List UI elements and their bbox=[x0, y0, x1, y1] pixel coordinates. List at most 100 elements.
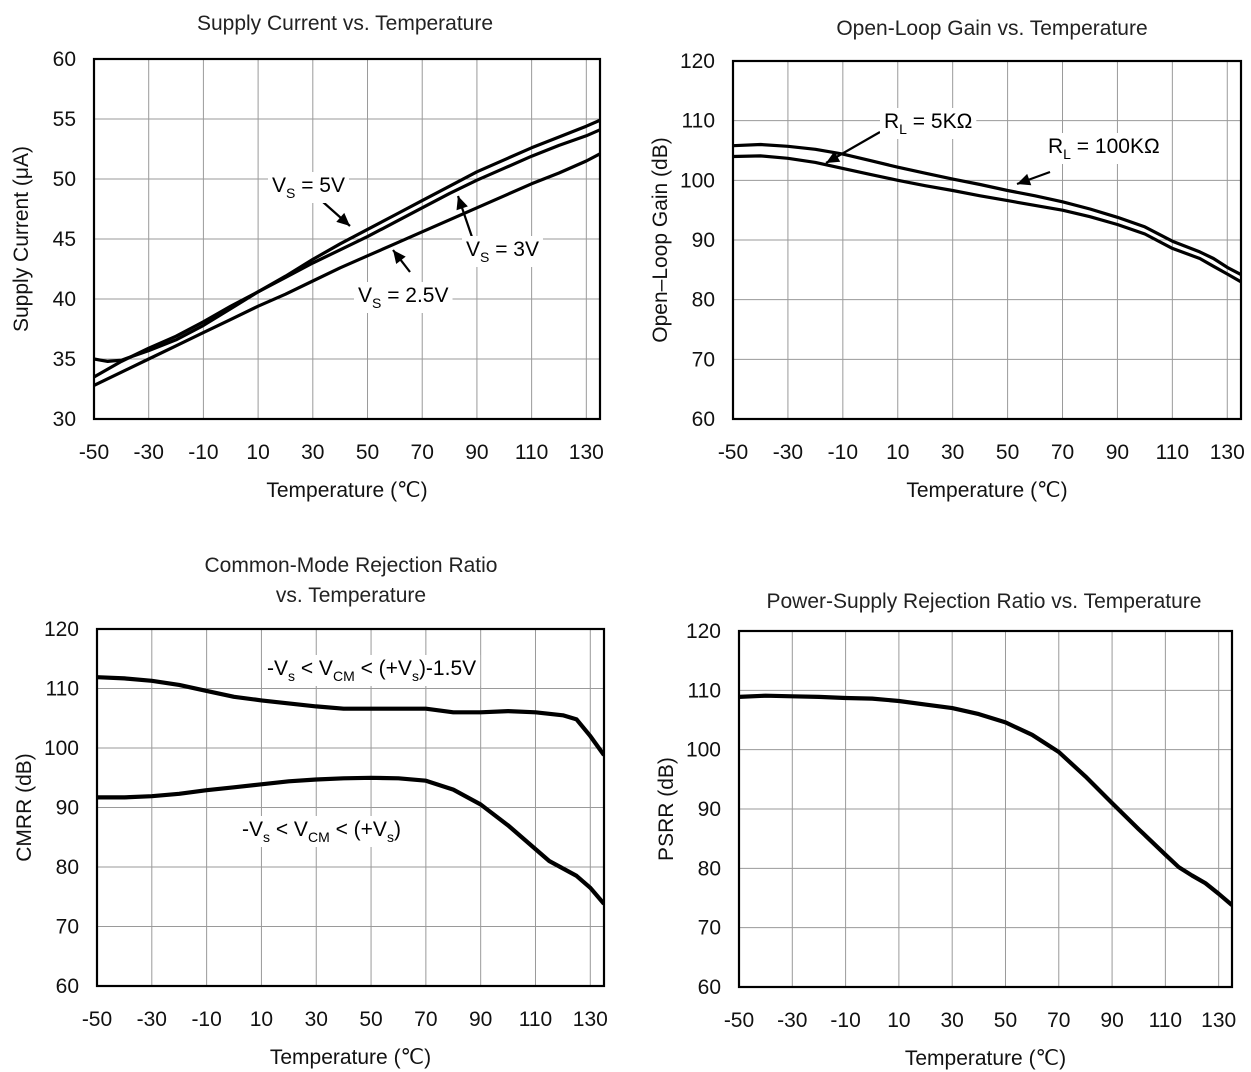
x-tick-label: 10 bbox=[250, 1008, 273, 1031]
grid-lines bbox=[732, 60, 1241, 420]
x-tick-label: 30 bbox=[305, 1008, 328, 1031]
y-tick-label: 110 bbox=[688, 679, 721, 702]
y-tick-label: 80 bbox=[692, 289, 715, 312]
annotation-text: = 5V bbox=[295, 174, 345, 197]
annotation-text: V bbox=[272, 174, 286, 197]
plot-area-frame bbox=[95, 627, 606, 988]
annotation-label: VS = 2.5V bbox=[358, 284, 449, 311]
x-tick-label: -30 bbox=[134, 441, 164, 464]
series-group bbox=[733, 142, 1241, 284]
x-tick-label: 50 bbox=[994, 1009, 1017, 1032]
annotation-text: < (+V bbox=[355, 657, 412, 680]
series-annotation: -Vs < VCM < (+Vs)-1.5V bbox=[263, 655, 481, 686]
x-tick-label: -50 bbox=[724, 1009, 754, 1032]
annotation-background bbox=[354, 282, 453, 313]
y-tick-label: 35 bbox=[53, 348, 76, 371]
series-line-1 bbox=[94, 118, 600, 363]
annotation-arrow-head bbox=[826, 151, 841, 163]
annotation-label: VS = 5V bbox=[272, 174, 345, 201]
x-tick-label: -10 bbox=[188, 441, 218, 464]
annotation-subscript: s bbox=[387, 829, 394, 845]
x-tick-label: 110 bbox=[1149, 1009, 1182, 1032]
series-group bbox=[94, 118, 600, 387]
y-tick-label: 100 bbox=[680, 169, 715, 192]
annotation-subscript: S bbox=[372, 295, 381, 311]
chart-title: Common-Mode Rejection Ratio bbox=[205, 554, 498, 577]
y-axis-label: Supply Current (μA) bbox=[10, 146, 33, 332]
y-axis-label: PSRR (dB) bbox=[655, 757, 678, 861]
plot-area-frame bbox=[731, 59, 1243, 421]
annotation-text: )-1.5V bbox=[419, 657, 476, 680]
annotation-text: = 3V bbox=[489, 238, 539, 261]
x-tick-label: 50 bbox=[996, 441, 1019, 464]
annotation-background bbox=[880, 108, 977, 139]
y-tick-label: 120 bbox=[44, 618, 79, 641]
chart-panel-1: Supply Current vs. Temperature -50 -30 -10 1… bbox=[10, 12, 604, 502]
annotation-background bbox=[268, 172, 349, 203]
x-tick-label: 10 bbox=[246, 441, 269, 464]
x-tick-label: 90 bbox=[1100, 1009, 1123, 1032]
annotation-label: RL = 5KΩ bbox=[884, 110, 972, 137]
annotation-text: = 100KΩ bbox=[1071, 135, 1160, 158]
x-axis-label: Temperature (℃) bbox=[906, 479, 1067, 502]
x-tick-label: 110 bbox=[1156, 441, 1189, 464]
grid-lines bbox=[738, 630, 1232, 988]
annotation-subscript: CM bbox=[308, 829, 330, 845]
x-tick-label: 130 bbox=[1210, 441, 1245, 464]
y-tick-label: 70 bbox=[56, 916, 79, 939]
x-tick-label: -50 bbox=[82, 1008, 112, 1031]
x-tick-label: -30 bbox=[773, 441, 803, 464]
y-axis-label: Open–Loop Gain (dB) bbox=[649, 137, 672, 342]
x-tick-label: 30 bbox=[941, 1009, 964, 1032]
x-tick-label: 70 bbox=[1047, 1009, 1070, 1032]
x-tick-label: 30 bbox=[301, 441, 324, 464]
y-tick-label: 80 bbox=[698, 857, 721, 880]
annotation-background bbox=[462, 236, 543, 267]
x-tick-label: 50 bbox=[356, 441, 379, 464]
x-tick-label: 10 bbox=[887, 1009, 910, 1032]
series-line-1 bbox=[733, 142, 1241, 277]
x-tick-label: -10 bbox=[830, 1009, 860, 1032]
series-line-2 bbox=[97, 775, 604, 906]
x-axis-label: Temperature (℃) bbox=[270, 1046, 431, 1069]
x-tick-label: 70 bbox=[414, 1008, 437, 1031]
x-axis-label: Temperature (℃) bbox=[905, 1047, 1066, 1070]
y-tick-label: 60 bbox=[698, 976, 721, 999]
chart-title: Supply Current vs. Temperature bbox=[197, 12, 493, 35]
chart-title-line-2: vs. Temperature bbox=[276, 584, 426, 607]
y-tick-label: 90 bbox=[56, 797, 79, 820]
x-tick-label: 130 bbox=[1201, 1009, 1236, 1032]
annotation-label: -Vs < VCM < (+Vs)-1.5V bbox=[267, 657, 476, 684]
y-tick-label: 100 bbox=[44, 737, 79, 760]
x-tick-label: 110 bbox=[515, 441, 548, 464]
annotation-text: R bbox=[1048, 135, 1063, 158]
annotation-text: < V bbox=[270, 818, 308, 841]
series-group bbox=[97, 675, 604, 906]
annotation-subscript: s bbox=[263, 829, 270, 845]
y-tick-label: 80 bbox=[56, 856, 79, 879]
x-tick-label: -10 bbox=[828, 441, 858, 464]
x-tick-label: -30 bbox=[137, 1008, 167, 1031]
chart-panel-4: Power-Supply Rejection Ratio vs. Tempera… bbox=[655, 590, 1236, 1070]
y-tick-label: 50 bbox=[53, 168, 76, 191]
annotation-label: -Vs < VCM < (+Vs) bbox=[242, 818, 401, 845]
y-tick-label: 120 bbox=[686, 620, 721, 643]
series-annotation: VS = 2.5V bbox=[354, 249, 453, 313]
x-tick-label: 10 bbox=[886, 441, 909, 464]
x-tick-label: 50 bbox=[359, 1008, 382, 1031]
annotation-text: = 2.5V bbox=[381, 284, 448, 307]
series-line-1 bbox=[739, 693, 1232, 907]
y-tick-label: 70 bbox=[698, 917, 721, 940]
annotation-text: -V bbox=[242, 818, 263, 841]
chart-title: Power-Supply Rejection Ratio vs. Tempera… bbox=[767, 590, 1202, 613]
annotation-arrow-head bbox=[1017, 173, 1032, 186]
y-tick-label: 60 bbox=[53, 48, 76, 71]
x-tick-label: 90 bbox=[1106, 441, 1129, 464]
chart-panel-3: Common-Mode Rejection Ratio vs. Temperatu… bbox=[13, 554, 608, 1069]
plot-area-frame bbox=[92, 57, 602, 421]
series-annotation: -Vs < VCM < (+Vs) bbox=[238, 816, 405, 847]
annotation-text: < V bbox=[295, 657, 333, 680]
x-tick-label: 90 bbox=[465, 441, 488, 464]
annotation-text: = 5KΩ bbox=[907, 110, 972, 133]
